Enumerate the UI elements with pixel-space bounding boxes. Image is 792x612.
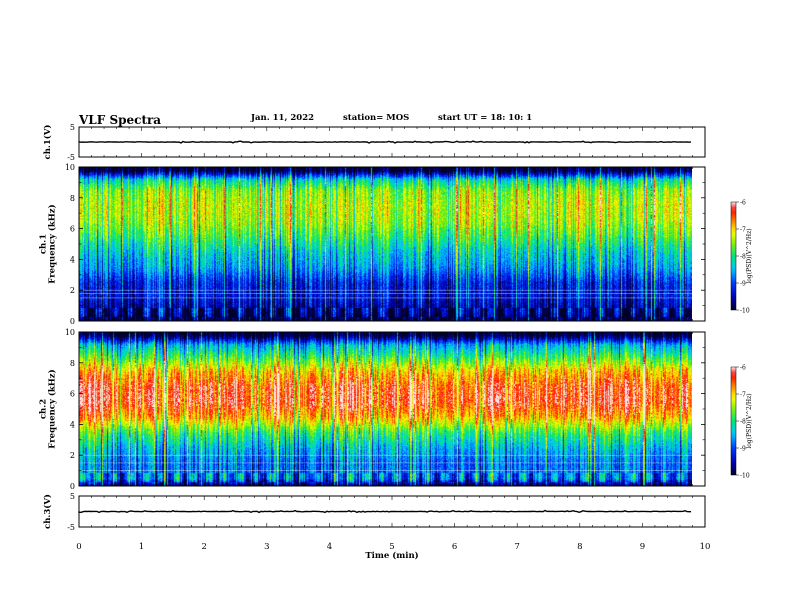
panel-2: -6 -7 -8 -9 -10 log(PSD)(V^2/Hz) 0 2 4 6 8 10 ch.1 Fr… bbox=[39, 163, 754, 326]
x-axis: 0 1 2 3 4 5 6 7 8 9 10 Time (min) bbox=[76, 542, 710, 561]
y-tick-label: 10 bbox=[65, 328, 75, 337]
colorbar bbox=[730, 366, 737, 476]
colorbar-tick-label: -8 bbox=[740, 419, 746, 426]
colorbar-label: log(PSD)(V^2/Hz) bbox=[746, 228, 753, 283]
y-tick-label: 8 bbox=[70, 359, 75, 368]
colorbar-label: log(PSD)(V^2/Hz) bbox=[746, 393, 753, 448]
colorbar-tick-label: -7 bbox=[740, 227, 746, 234]
y-axis-label: ch.1(V) bbox=[42, 125, 53, 160]
x-tick-label: 9 bbox=[640, 542, 645, 552]
x-tick-label: 0 bbox=[76, 542, 81, 552]
station-label: station= MOS bbox=[343, 113, 410, 123]
colorbar-tick-label: -6 bbox=[740, 200, 746, 207]
x-tick-label: 2 bbox=[201, 542, 206, 552]
y-tick-label: 5 bbox=[70, 123, 75, 132]
spectrogram-ch1 bbox=[79, 167, 692, 321]
colorbar bbox=[730, 201, 737, 311]
start-time-label: start UT = 18: 10: 1 bbox=[438, 113, 533, 123]
colorbar-tick-label: -8 bbox=[740, 254, 746, 261]
colorbar-tick-label: -9 bbox=[740, 281, 746, 288]
colorbar-tick-label: -10 bbox=[740, 473, 750, 480]
colorbar-tick-label: -10 bbox=[740, 308, 750, 315]
spectrogram-ch2 bbox=[79, 332, 692, 486]
y-axis-label: Frequency (kHz) bbox=[47, 369, 58, 448]
y-tick-label: 6 bbox=[70, 225, 75, 234]
y-tick-label: 8 bbox=[70, 194, 75, 203]
y-axis-label: ch.2 bbox=[39, 399, 49, 419]
y-tick-label: -5 bbox=[67, 523, 75, 532]
panel-1: 5 -5 ch.1(V) bbox=[42, 123, 706, 162]
y-axis-label: ch.1 bbox=[39, 234, 49, 254]
date-label: Jan. 11, 2022 bbox=[251, 113, 315, 123]
x-tick-label: 7 bbox=[514, 542, 519, 552]
waveform-trace bbox=[78, 140, 692, 144]
y-axis-label: ch.3(V) bbox=[42, 494, 53, 529]
y-tick-label: 0 bbox=[70, 317, 75, 326]
x-axis-label: Time (min) bbox=[365, 550, 418, 561]
colorbar-tick-label: -7 bbox=[740, 392, 746, 399]
x-tick-label: 3 bbox=[264, 542, 269, 552]
y-tick-label: 5 bbox=[70, 492, 75, 501]
x-tick-label: 6 bbox=[452, 542, 457, 552]
panel-4: 5 -5 ch.3(V) bbox=[42, 492, 706, 532]
y-axis-label: Frequency (kHz) bbox=[47, 204, 58, 283]
y-tick-label: -5 bbox=[67, 153, 75, 162]
colorbar-tick-label: -9 bbox=[740, 446, 746, 453]
y-tick-label: 6 bbox=[70, 390, 75, 399]
y-tick-label: 2 bbox=[70, 451, 75, 460]
x-tick-label: 5 bbox=[389, 542, 394, 552]
colorbar-tick-label: -6 bbox=[740, 365, 746, 372]
x-tick-label: 4 bbox=[327, 542, 332, 552]
y-tick-label: 2 bbox=[70, 286, 75, 295]
y-tick-label: 10 bbox=[65, 163, 75, 172]
figure-title: VLF Spectra bbox=[79, 113, 162, 127]
x-tick-label: 10 bbox=[700, 542, 711, 552]
waveform-trace bbox=[78, 509, 691, 514]
y-tick-label: 4 bbox=[70, 255, 75, 264]
x-tick-label: 1 bbox=[139, 542, 144, 552]
panel-3: -6 -7 -8 -9 -10 log(PSD)(V^2/Hz) 0 2 4 6 8 10 ch.2 Fr… bbox=[39, 328, 754, 491]
y-tick-label: 0 bbox=[70, 482, 75, 491]
y-tick-label: 4 bbox=[70, 420, 75, 429]
x-tick-label: 8 bbox=[577, 542, 582, 552]
